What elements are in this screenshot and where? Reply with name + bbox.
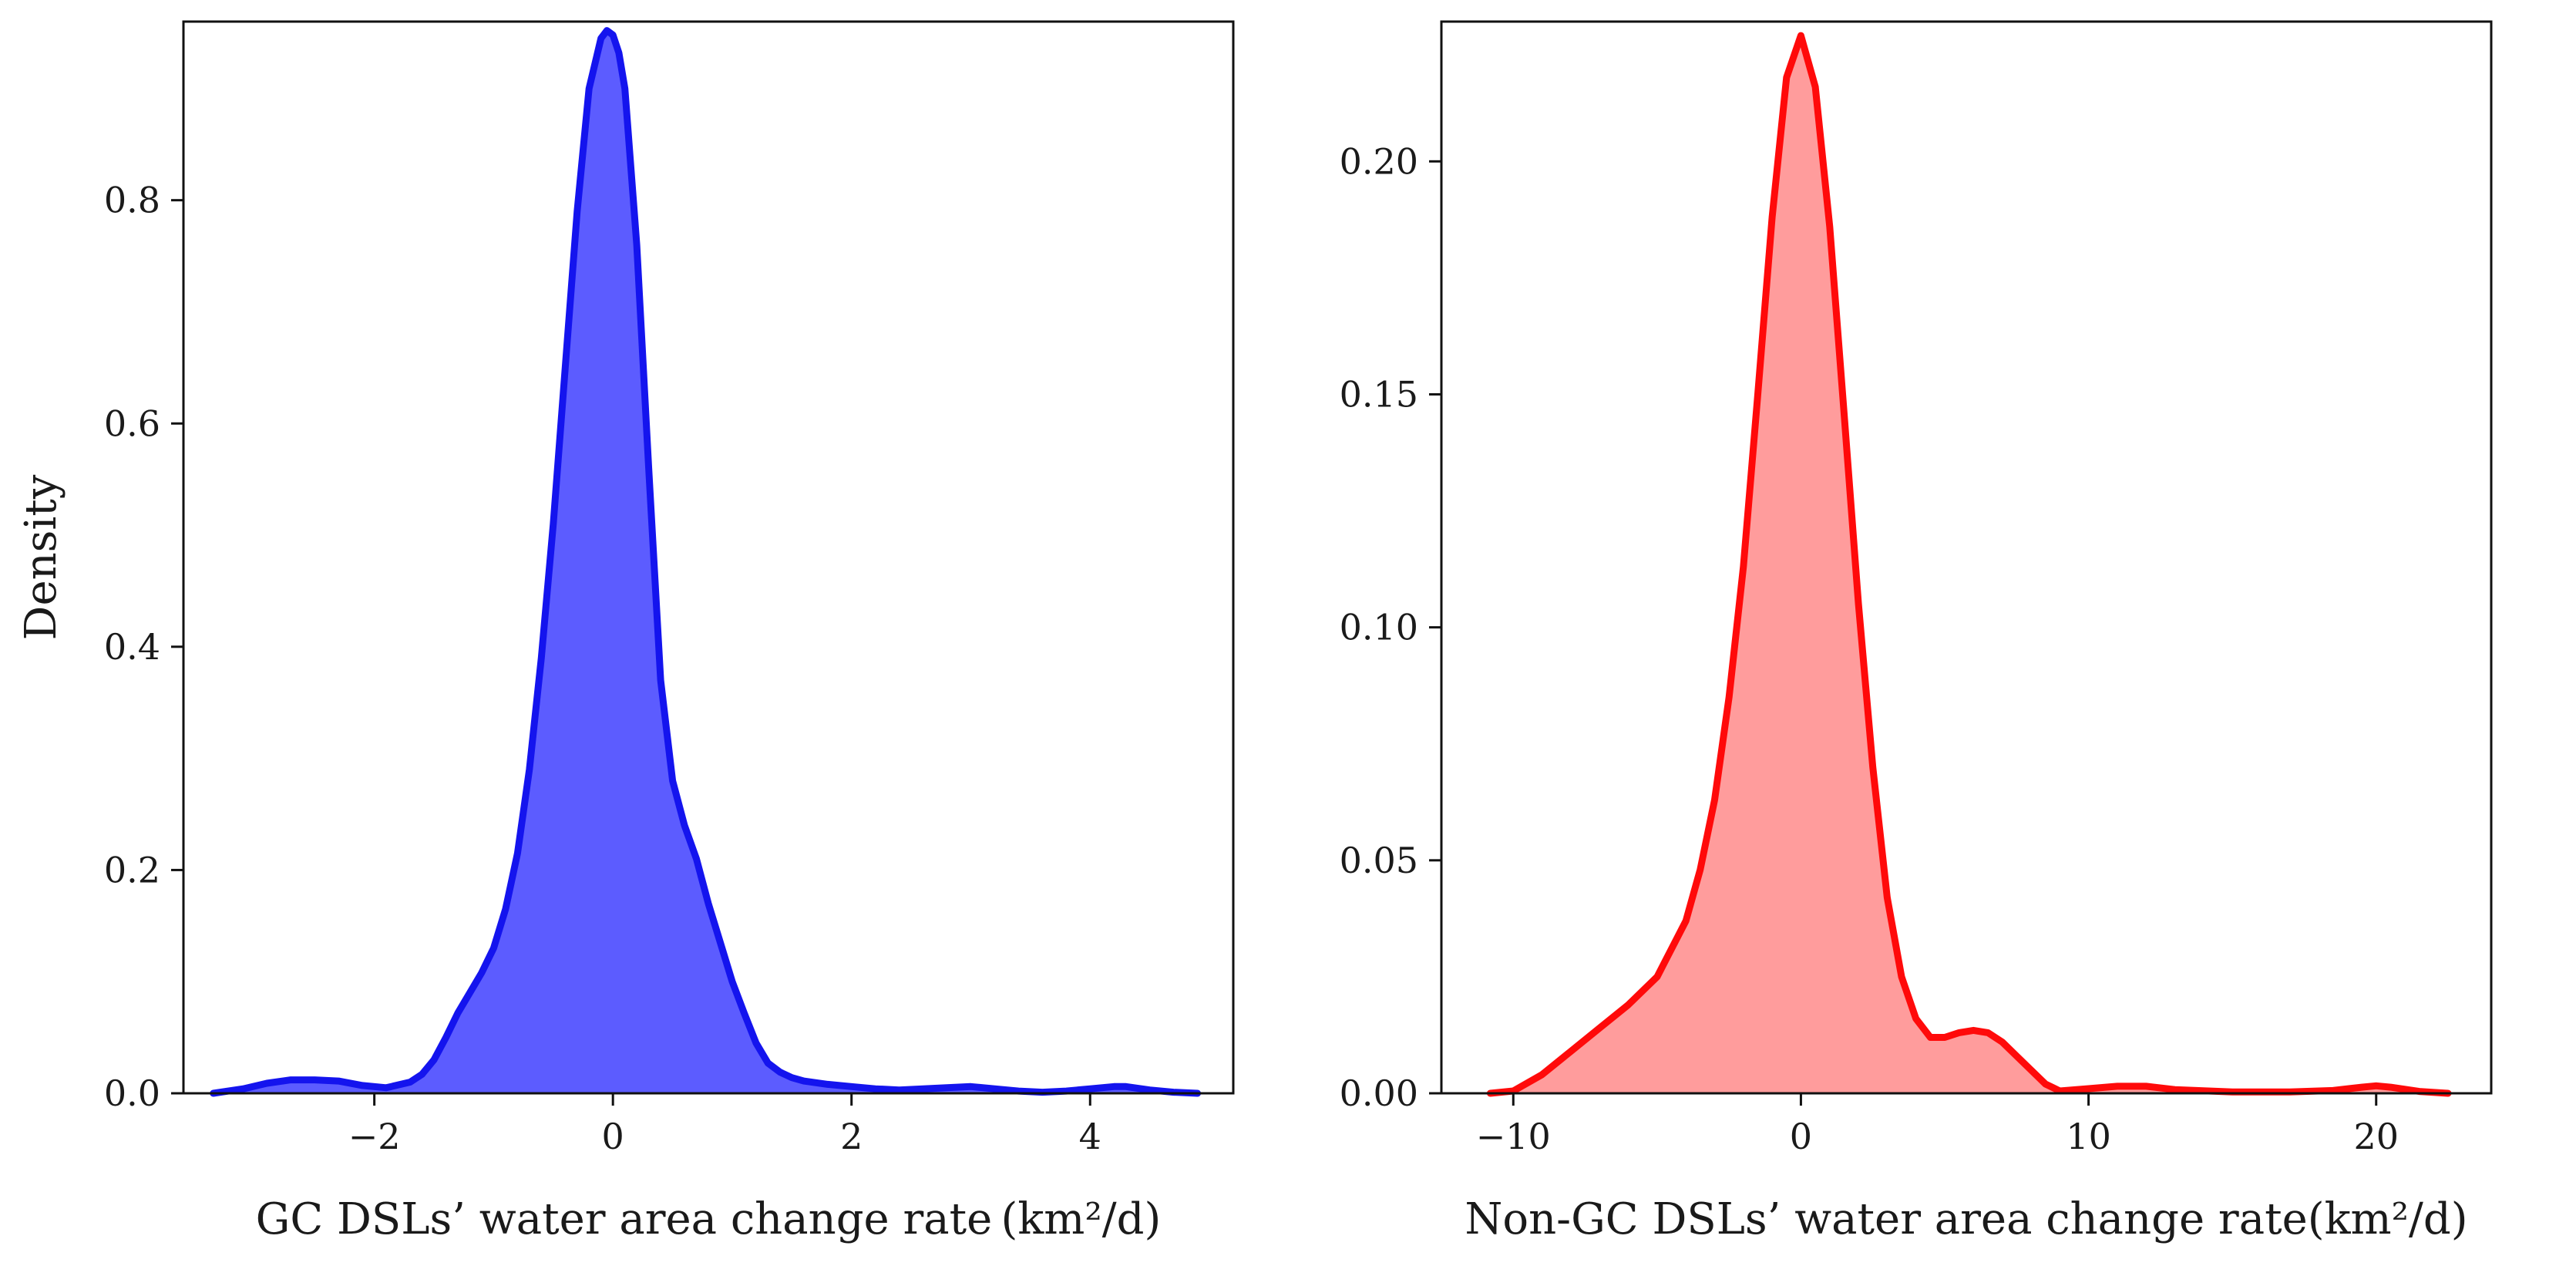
x-tick-label: 20 xyxy=(2353,1116,2399,1157)
density-curve-line xyxy=(1486,32,2452,1097)
plot-frame xyxy=(1440,20,2493,1095)
y-tick-label: 0.00 xyxy=(1340,1072,1418,1114)
y-tick-label: 0.05 xyxy=(1340,840,1418,881)
chart-gc-dsls: −2 0 2 4 0.0 0.2 0.4 0.6 0.8 GC DSLs’ water area … xyxy=(16,20,1235,1244)
y-tick-label: 0.6 xyxy=(104,402,160,444)
y-tick-label: 0.10 xyxy=(1340,607,1418,648)
chart-non-gc-dsls: −10 0 10 20 0.00 0.05 0.10 0.15 0.20 Non-GC DSLs’… xyxy=(1340,20,2493,1244)
density-fill-area xyxy=(1490,35,2448,1094)
x-tick-label: −10 xyxy=(1476,1116,1551,1157)
x-tick-label: 10 xyxy=(2066,1116,2111,1157)
y-tick-label: 0.2 xyxy=(104,849,160,891)
y-tick-label: 0.8 xyxy=(104,180,160,221)
x-tick-label: 4 xyxy=(1079,1116,1101,1157)
y-tick-label: 0.4 xyxy=(104,626,160,668)
y-axis-label: Density xyxy=(16,474,66,640)
x-tick-label: 0 xyxy=(602,1116,624,1157)
y-tick-label: 0.0 xyxy=(104,1072,160,1114)
y-tick-label: 0.20 xyxy=(1340,140,1418,182)
density-fill-area xyxy=(213,30,1198,1094)
density-curve-line xyxy=(210,27,1202,1097)
x-tick-label: 2 xyxy=(840,1116,863,1157)
x-tick-label: −2 xyxy=(348,1116,401,1157)
plot-frame xyxy=(182,20,1235,1095)
x-tick-label: 0 xyxy=(1790,1116,1812,1157)
y-tick-label: 0.15 xyxy=(1340,373,1418,415)
x-axis-label: GC DSLs’ water area change rate (km²/d) xyxy=(256,1194,1162,1244)
x-axis-label: Non-GC DSLs’ water area change rate(km²/… xyxy=(1465,1194,2467,1244)
